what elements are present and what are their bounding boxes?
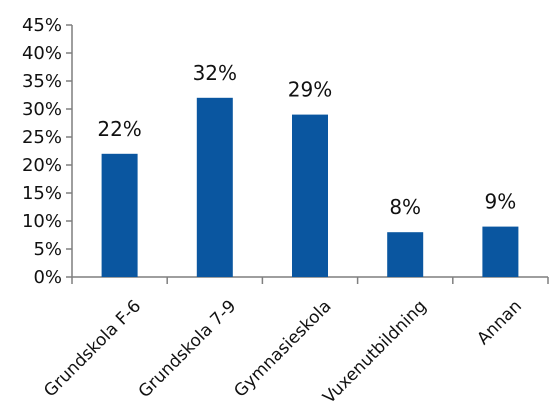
category-label: Grundskola 7-9: [135, 296, 241, 402]
y-tick-label: 40%: [22, 43, 62, 64]
bar: [482, 226, 519, 277]
bar: [292, 114, 328, 277]
y-tick-label: 45%: [22, 15, 62, 36]
bar: [101, 153, 138, 277]
y-tick-label: 0%: [33, 267, 62, 288]
y-tick-label: 20%: [22, 155, 62, 176]
data-label: 32%: [193, 61, 237, 85]
bar: [387, 232, 424, 277]
category-label: Grundskola F-6: [40, 296, 145, 401]
category-label: Annan: [473, 296, 526, 349]
y-tick-label: 30%: [22, 99, 62, 120]
y-tick-label: 25%: [22, 127, 62, 148]
data-label: 8%: [389, 195, 421, 219]
y-tick-label: 35%: [22, 71, 62, 92]
category-label: Gymnasieskola: [230, 296, 335, 401]
y-tick-label: 5%: [33, 239, 62, 260]
data-label: 29%: [288, 78, 332, 102]
y-tick-label: 15%: [22, 183, 62, 204]
y-tick-label: 10%: [22, 211, 62, 232]
bar: [196, 97, 233, 277]
category-label: Vuxenutbildning: [319, 296, 430, 407]
data-label: 22%: [97, 117, 141, 141]
data-label: 9%: [485, 190, 517, 214]
